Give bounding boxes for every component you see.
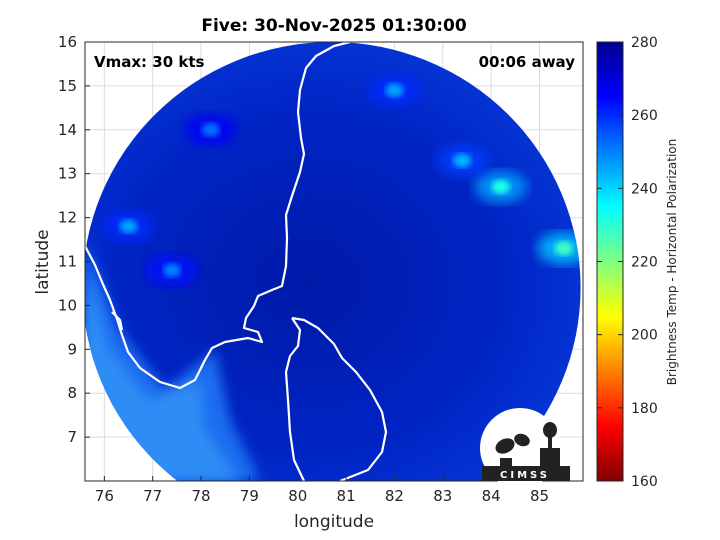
cold-cloud-7-core (201, 122, 220, 137)
colorbar-label: Brightness Temp - Horizontal Polarizatio… (665, 139, 679, 386)
logo-text: CIMSS (500, 470, 550, 481)
y-tick-label: 9 (67, 340, 77, 358)
cold-cloud-4-core (385, 83, 404, 98)
x-tick-label: 84 (482, 487, 501, 505)
colorbar-tick-label: 260 (631, 108, 658, 124)
chart-title: Five: 30-Nov-2025 01:30:00 (201, 16, 466, 36)
y-axis-label: latitude (33, 229, 53, 294)
sri-lanka-coast (284, 316, 388, 481)
coast-detail (111, 311, 124, 331)
colorbar-tick-label: 200 (631, 328, 658, 344)
y-tick-label: 15 (58, 77, 77, 95)
x-tick-label: 83 (433, 487, 452, 505)
y-tick-label: 7 (67, 428, 77, 446)
time-away-annotation: 00:06 away (479, 53, 576, 71)
x-axis-label: longitude (294, 512, 374, 532)
india-east-coast (85, 42, 351, 390)
cold-cloud-6-core (163, 263, 182, 278)
colorbar-tick-label: 240 (631, 181, 658, 197)
coastline (85, 42, 388, 481)
x-tick-label: 85 (530, 487, 549, 505)
colorbar-tick-label: 280 (631, 35, 658, 51)
cold-cloud-3 (436, 144, 489, 177)
x-tick-label: 82 (385, 487, 404, 505)
cold-cloud-4 (368, 74, 421, 107)
x-tick-label: 80 (288, 487, 307, 505)
cold-cloud-5 (102, 210, 155, 243)
y-tick-label: 12 (58, 209, 77, 227)
cold-cloud-2-core (554, 241, 573, 256)
cold-cloud-6 (146, 254, 199, 287)
cold-cloud-3-core (453, 153, 472, 168)
x-tick-label: 78 (191, 487, 210, 505)
cimss-logo-icon: CIMSS (480, 408, 570, 488)
y-tick-labels: 7 8 9 10 11 12 13 14 15 16 (58, 33, 90, 446)
colorbar-tick-label: 160 (631, 474, 658, 490)
y-tick-label: 14 (58, 121, 77, 139)
brightness-temp-swath (85, 42, 581, 481)
y-tick-label: 10 (58, 296, 77, 314)
vmax-annotation: Vmax: 30 kts (94, 53, 204, 71)
colorbar-tick-labels: 160 180 200 220 240 260 280 (597, 35, 658, 490)
x-tick-label: 79 (240, 487, 259, 505)
y-tick-label: 13 (58, 165, 77, 183)
x-tick-label: 81 (337, 487, 356, 505)
y-tick-label: 16 (58, 33, 77, 51)
colorbar-tick-label: 180 (631, 401, 658, 417)
x-tick-labels: 76 77 78 79 80 81 82 83 84 85 (95, 476, 549, 505)
colorbar-tick-label: 220 (631, 255, 658, 271)
x-tick-label: 77 (143, 487, 162, 505)
cold-cloud-7 (184, 113, 237, 146)
cold-cloud-1-core (491, 179, 510, 194)
y-tick-label: 8 (67, 384, 77, 402)
x-tick-label: 76 (95, 487, 114, 505)
cold-cloud-1 (474, 170, 527, 203)
y-tick-label: 11 (58, 253, 77, 271)
cold-cloud-5-core (119, 219, 138, 234)
